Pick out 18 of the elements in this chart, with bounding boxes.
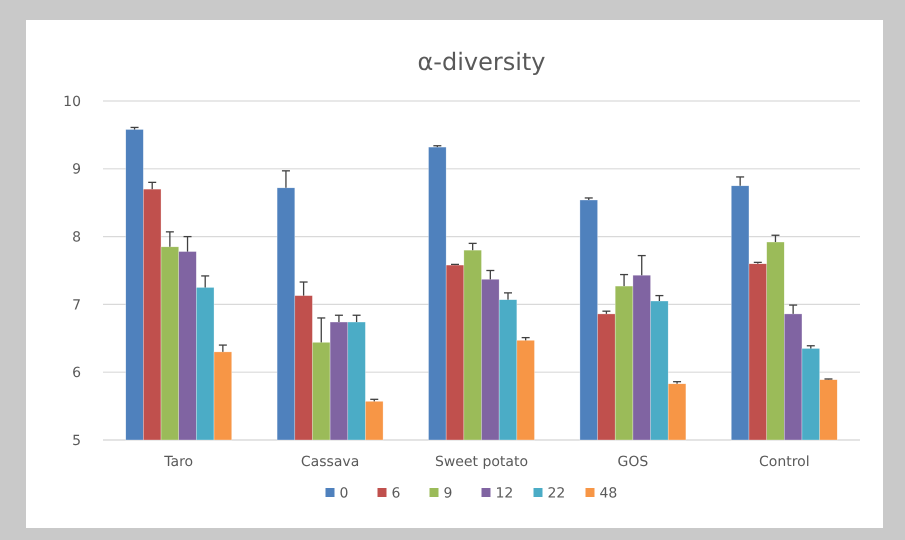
legend-label: 22	[548, 485, 566, 502]
legend-label: 48	[600, 485, 618, 502]
x-tick-label: Sweet potato	[434, 454, 528, 470]
x-tick-label: Control	[758, 454, 810, 470]
legend-label: 9	[444, 485, 452, 502]
x-tick-label: Taro	[163, 454, 194, 470]
y-tick-label: 7	[72, 297, 81, 314]
legend-label: 0	[340, 485, 348, 502]
y-tick-label: 8	[72, 230, 81, 246]
y-tick-label: 10	[63, 94, 81, 110]
y-tick-label: 6	[72, 365, 82, 382]
x-tick-label: Cassava	[300, 454, 360, 470]
chart-title: α-diversity	[417, 48, 546, 76]
x-tick-label: GOS	[618, 454, 648, 470]
y-tick-label: 9	[72, 162, 81, 178]
legend-label: 12	[496, 485, 514, 502]
legend-label: 6	[392, 485, 400, 502]
y-tick-label: 5	[72, 432, 81, 449]
